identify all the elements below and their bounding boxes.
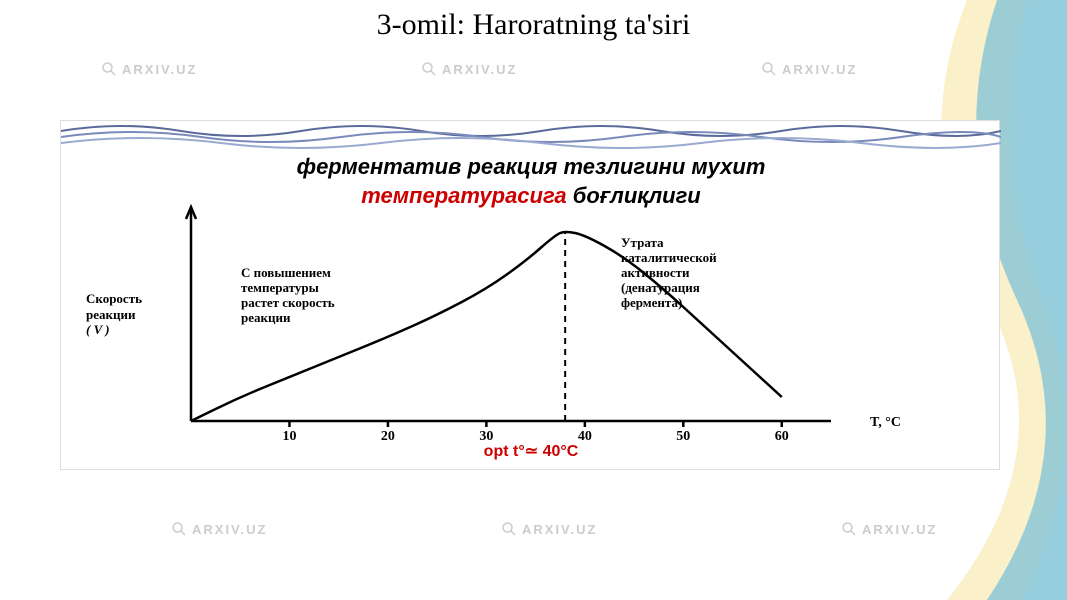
ann-right-l1: Утрата [621, 235, 664, 250]
watermark: ARXIV.UZ [840, 520, 937, 538]
watermark: ARXIV.UZ [420, 60, 517, 78]
annotation-right: Утрата каталитической активности (денату… [621, 236, 781, 311]
watermark: ARXIV.UZ [170, 520, 267, 538]
y-label-l2: реакции [86, 307, 135, 322]
ann-right-l4: (денатурация [621, 280, 700, 295]
watermark: ARXIV.UZ [100, 60, 197, 78]
watermark: ARXIV.UZ [500, 520, 597, 538]
optimum-label: opt t°≃ 40°C [61, 441, 1001, 461]
ann-left-l1: С повышением [241, 265, 331, 280]
ann-left-l3: растет скорость [241, 295, 335, 310]
ann-right-l5: фермента) [621, 295, 682, 310]
y-label-l3: ( V ) [86, 322, 110, 337]
x-axis-label: T, °C [870, 415, 901, 431]
heading-line1: ферментатив реакция тезлигини мухит [297, 154, 766, 179]
chart-container: ферментатив реакция тезлигини мухит темп… [60, 120, 1000, 470]
wave-band-decoration [61, 121, 1001, 149]
y-label-l1: Скорость [86, 291, 142, 306]
heading-line2-rest: боғлиқлиги [567, 183, 701, 208]
slide-title: 3-omil: Haroratning ta'siri [0, 8, 1067, 42]
y-axis-label: Скорость реакции ( V ) [86, 291, 186, 338]
watermark: ARXIV.UZ [760, 60, 857, 78]
ann-left-l4: реакции [241, 310, 290, 325]
chart-heading: ферментатив реакция тезлигини мухит темп… [61, 153, 1001, 210]
plot-area: Скорость реакции ( V ) T, °C 10203040506… [191, 221, 831, 421]
ann-right-l3: активности [621, 265, 690, 280]
ann-left-l2: температуры [241, 280, 319, 295]
heading-line2-red: температурасига [361, 183, 566, 208]
annotation-left: С повышением температуры растет скорость… [241, 266, 381, 326]
ann-right-l2: каталитической [621, 250, 717, 265]
